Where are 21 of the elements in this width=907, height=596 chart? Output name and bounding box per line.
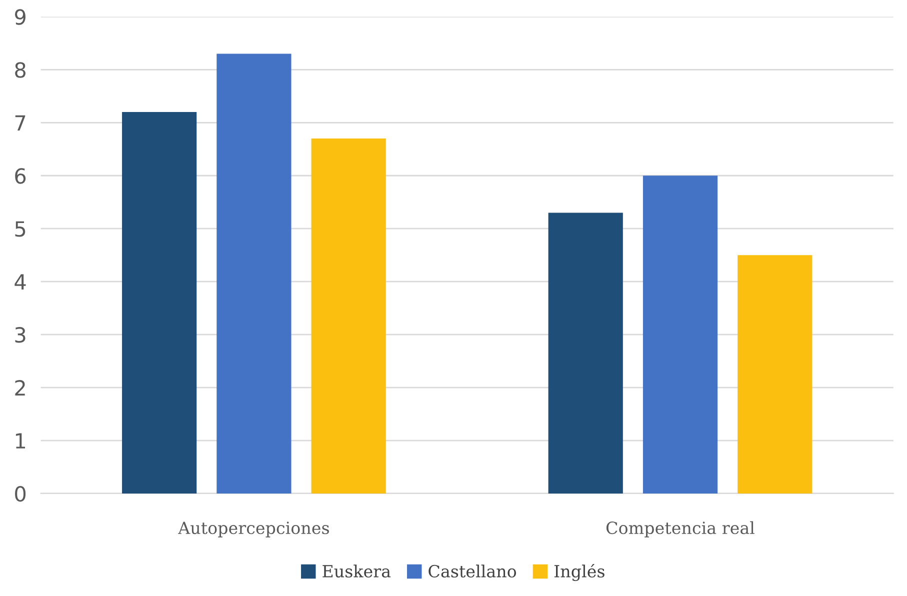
x-tick-label: Autopercepciones — [178, 522, 329, 538]
y-tick-label: 1 — [16, 433, 25, 448]
bar — [738, 255, 812, 494]
bar — [642, 176, 718, 494]
bar — [548, 212, 623, 494]
x-tick-label: Competencia real — [606, 521, 754, 538]
y-tick-label: 3 — [15, 327, 26, 343]
y-tick-label: 9 — [14, 9, 26, 25]
legend-label: Inglés — [554, 564, 604, 581]
legend-label: Euskera — [322, 564, 391, 578]
bar — [216, 54, 292, 494]
y-tick-label: 7 — [15, 115, 26, 131]
bar — [122, 112, 197, 494]
y-tick-label: 4 — [14, 274, 26, 290]
y-tick-label: 2 — [15, 380, 25, 396]
bar — [311, 138, 386, 494]
y-tick-label: 6 — [15, 168, 26, 184]
y-tick-label: 8 — [15, 62, 26, 78]
legend-label: Castellano — [428, 564, 516, 578]
y-tick-label: 5 — [15, 221, 26, 237]
y-tick-label: 0 — [15, 486, 26, 502]
